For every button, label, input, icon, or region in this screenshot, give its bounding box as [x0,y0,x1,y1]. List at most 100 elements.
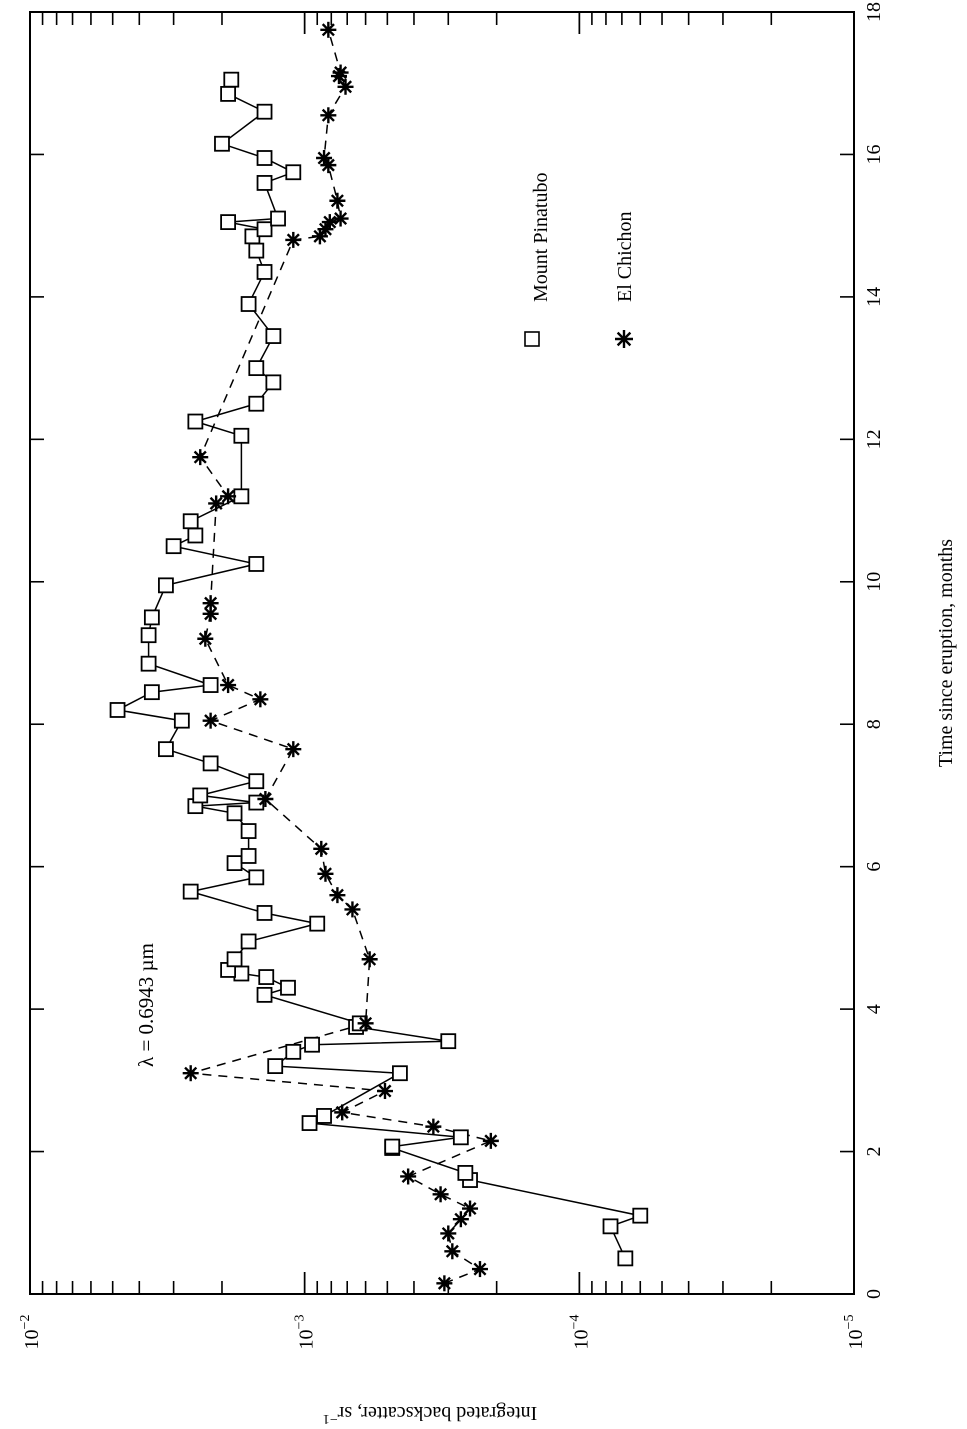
marker-mount-pinatubo [240,296,257,312]
marker-el-chichon [334,1104,351,1121]
marker-mount-pinatubo [632,1207,649,1224]
marker-mount-pinatubo [392,1065,408,1082]
marker-el-chichon [452,1211,469,1228]
legend-asterisk-glyph [615,330,633,348]
marker-mount-pinatubo [233,488,250,505]
marker-mount-pinatubo [309,915,326,932]
marker-el-chichon [332,210,349,227]
marker-mount-pinatubo [617,1250,634,1267]
marker-el-chichon [361,951,378,968]
marker-mount-pinatubo [220,214,237,231]
x-tick-label: 6 [863,862,885,872]
marker-mount-pinatubo [265,374,282,391]
marker-mount-pinatubo [280,979,296,996]
x-tick-label: 0 [863,1289,885,1299]
marker-mount-pinatubo [223,71,240,88]
marker-mount-pinatubo [140,655,157,672]
marker-mount-pinatubo [256,103,273,120]
marker-mount-pinatubo [452,1129,469,1146]
marker-mount-pinatubo [158,577,174,594]
marker-el-chichon [202,595,219,612]
marker-el-chichon [440,1225,457,1242]
marker-mount-pinatubo [202,677,219,693]
x-tick-labels: 0 2 4 6 8 10 12 14 16 18 [863,2,885,1299]
y-tick-label: 10−3 [293,1315,318,1350]
marker-mount-pinatubo [233,427,250,444]
marker-mount-pinatubo [316,1108,332,1124]
series-lines [115,29,644,1284]
y-tick-labels: 10−2 10−3 10−4 10−5 [18,1315,867,1350]
marker-mount-pinatubo [240,933,257,950]
marker-mount-pinatubo [304,1036,320,1053]
marker-mount-pinatubo [285,164,302,181]
marker-mount-pinatubo [384,1138,401,1155]
marker-mount-pinatubo [233,965,250,982]
legend-label-mount-pinatubo: Mount Pinatubo [530,173,552,302]
x-axis-title: Time since eruption, months [935,539,957,767]
marker-el-chichon [285,231,302,248]
marker-el-chichon [285,741,302,758]
y-axis-title-exponent: −1 [323,1411,338,1426]
marker-mount-pinatubo [192,787,209,804]
marker-el-chichon [425,1118,442,1135]
marker-mount-pinatubo [182,513,199,530]
marker-mount-pinatubo [267,1058,284,1074]
marker-el-chichon [252,691,269,708]
legend-label-el-chichon: El Chichon [614,211,636,302]
marker-el-chichon [471,1261,488,1278]
marker-mount-pinatubo [226,805,243,822]
marker-el-chichon [376,1083,393,1100]
marker-mount-pinatubo [265,328,282,344]
marker-mount-pinatubo [187,527,204,544]
marker-mount-pinatubo [248,556,265,572]
marker-mount-pinatubo [202,755,219,772]
marker-mount-pinatubo [256,905,273,921]
marker-mount-pinatubo [214,135,230,152]
marker-el-chichon [344,901,361,918]
x-tick-label: 4 [863,1004,885,1014]
marker-mount-pinatubo [143,609,160,626]
marker-mount-pinatubo [256,221,273,238]
marker-mount-pinatubo [248,395,265,412]
marker-el-chichon [317,865,334,882]
marker-mount-pinatubo [240,823,257,839]
marker-el-chichon [320,107,337,124]
y-tick-label: 10−5 [842,1315,867,1350]
legend: Mount Pinatubo El Chichon [524,173,636,348]
marker-el-chichon [182,1065,199,1082]
x-tick-label: 8 [863,719,885,729]
marker-mount-pinatubo [256,175,273,191]
marker-mount-pinatubo [248,869,265,886]
y-axis-title: Integrated backscatter, sr−1 [323,1402,538,1426]
marker-mount-pinatubo [109,702,126,718]
marker-mount-pinatubo [226,855,243,872]
marker-mount-pinatubo [240,848,257,864]
marker-el-chichon [320,21,337,38]
marker-el-chichon [316,150,333,167]
marker-mount-pinatubo [140,627,157,644]
marker-el-chichon [257,791,274,808]
plot-frame [29,11,855,1295]
marker-mount-pinatubo [143,684,160,701]
wavelength-annotation: λ = 0.6943 µm [134,943,158,1067]
marker-el-chichon [220,488,237,505]
marker-mount-pinatubo [285,1043,302,1060]
marker-mount-pinatubo [256,264,273,280]
x-tick-label: 14 [863,287,885,307]
marker-el-chichon [220,677,237,694]
x-tick-label: 12 [863,429,885,449]
legend-marker-mount-pinatubo [524,331,540,347]
marker-el-chichon [329,192,346,209]
marker-el-chichon [313,840,330,857]
marker-mount-pinatubo [248,242,265,259]
marker-mount-pinatubo [182,883,199,900]
marker-el-chichon [192,449,209,466]
marker-mount-pinatubo [457,1165,474,1181]
marker-el-chichon [400,1168,417,1185]
marker-mount-pinatubo [158,741,174,758]
y-axis-ticks [29,12,855,1294]
line-mount-pinatubo [115,79,644,1259]
y-tick-label: 10−4 [567,1315,592,1350]
marker-el-chichon [436,1275,453,1292]
